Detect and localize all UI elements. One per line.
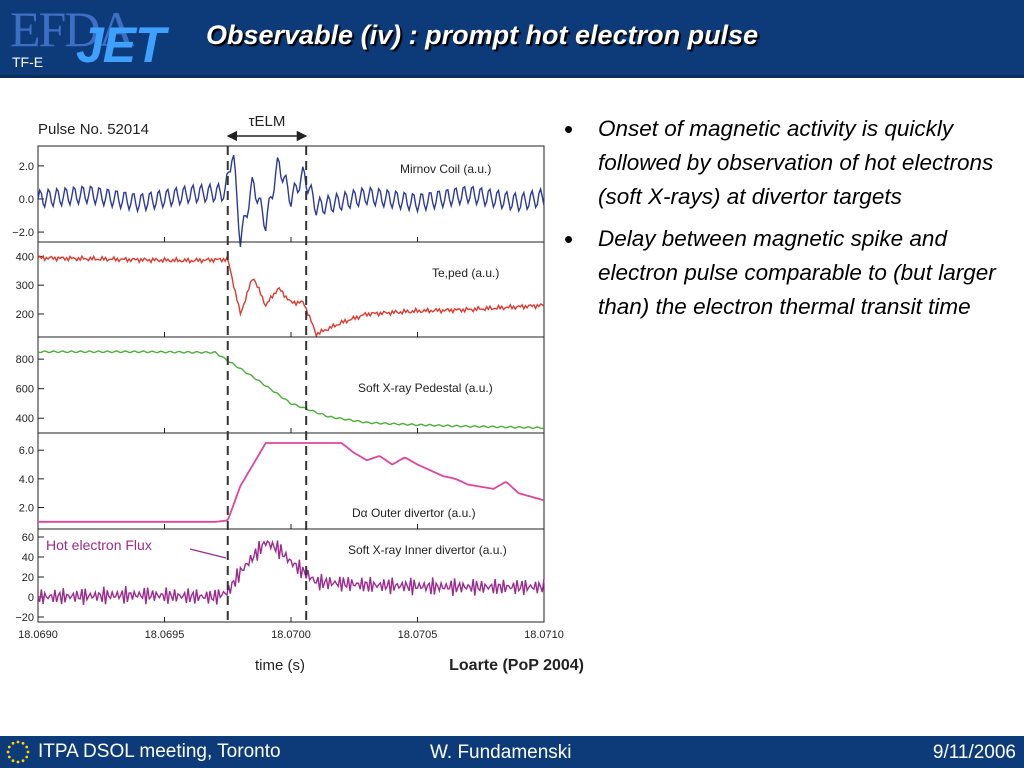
bullet-text: Delay between magnetic spike and electro… (598, 226, 996, 319)
eu-stars-icon (6, 740, 30, 764)
source-citation: Loarte (PoP 2004) (449, 657, 584, 674)
series-label: Te,ped (a.u.) (432, 266, 499, 280)
footer-author: W. Fundamenski (430, 742, 572, 763)
y-tick-label: 20 (22, 572, 34, 584)
footer-date: 9/11/2006 (932, 742, 1016, 763)
y-tick-label: −2.0 (12, 227, 34, 239)
x-tick-label: 18.0690 (18, 629, 58, 641)
y-tick-label: 60 (22, 532, 34, 544)
series-line (37, 539, 545, 606)
y-tick-label: 4.0 (19, 474, 34, 486)
series-label: Soft X-ray Inner divertor (a.u.) (348, 543, 507, 557)
y-tick-label: 400 (16, 251, 34, 263)
x-tick-label: 18.0695 (145, 629, 185, 641)
y-tick-label: 800 (16, 354, 34, 366)
efda-jet-logo: EFDA JET TF-E (6, 1, 186, 74)
y-tick-label: 0.0 (19, 194, 34, 206)
y-tick-label: 600 (16, 384, 34, 396)
chart-title: Pulse No. 52014 (38, 121, 149, 138)
bullet-item: • Delay between magnetic spike and electr… (560, 222, 1010, 324)
stacked-time-series-chart: Pulse No. 52014 2.0 0.0 −2.0 Mirnov Coil (a.… (12, 113, 584, 674)
bullet-item: • Onset of magnetic activity is quickly f… (560, 112, 1010, 214)
bullet-dot-icon: • (564, 114, 574, 144)
logo-efda-text: EFDA (10, 1, 135, 57)
x-tick-label: 18.0700 (271, 629, 311, 641)
series-label: Soft X-ray Pedestal (a.u.) (358, 381, 493, 395)
series-line (37, 154, 545, 247)
y-tick-label: 300 (16, 280, 34, 292)
footer-meeting: ITPA DSOL meeting, Toronto (38, 741, 281, 762)
series-label: Dα Outer divertor (a.u.) (352, 506, 476, 520)
y-tick-label: 2.0 (19, 161, 34, 173)
panel-frame (37, 145, 545, 243)
y-tick-label: −20 (15, 612, 34, 624)
annotation-pointer (189, 548, 227, 559)
bullet-text: Onset of magnetic activity is quickly fo… (598, 116, 994, 209)
series-line (37, 350, 545, 430)
y-tick-label: 40 (22, 552, 34, 564)
y-tick-label: 6.0 (19, 445, 34, 457)
x-tick-label: 18.0710 (524, 629, 564, 641)
bullet-dot-icon: • (564, 224, 574, 254)
series-line (37, 254, 545, 338)
title-bar: EFDA JET TF-E Observable (iv) : prompt h… (0, 0, 1024, 78)
bullet-list: • Onset of magnetic activity is quickly f… (560, 112, 1010, 332)
tau-elm-label: τELM (249, 113, 286, 130)
series-line (38, 442, 545, 523)
y-tick-label: 200 (16, 309, 34, 321)
y-tick-label: 2.0 (19, 503, 34, 515)
series-label: Mirnov Coil (a.u.) (400, 162, 491, 176)
slide-title: Observable (iv) : prompt hot electron pu… (206, 20, 759, 50)
y-tick-label: 400 (16, 413, 34, 425)
logo-tfe-text: TF-E (12, 54, 44, 70)
footer-bar: ITPA DSOL meeting, Toronto W. Fundamensk… (0, 736, 1024, 768)
y-tick-label: 0 (28, 592, 34, 604)
logo-jet-text: JET (76, 17, 166, 73)
hot-electron-annotation: Hot electron Flux (46, 537, 152, 553)
x-axis-label: time (s) (255, 657, 305, 674)
x-tick-label: 18.0705 (398, 629, 438, 641)
